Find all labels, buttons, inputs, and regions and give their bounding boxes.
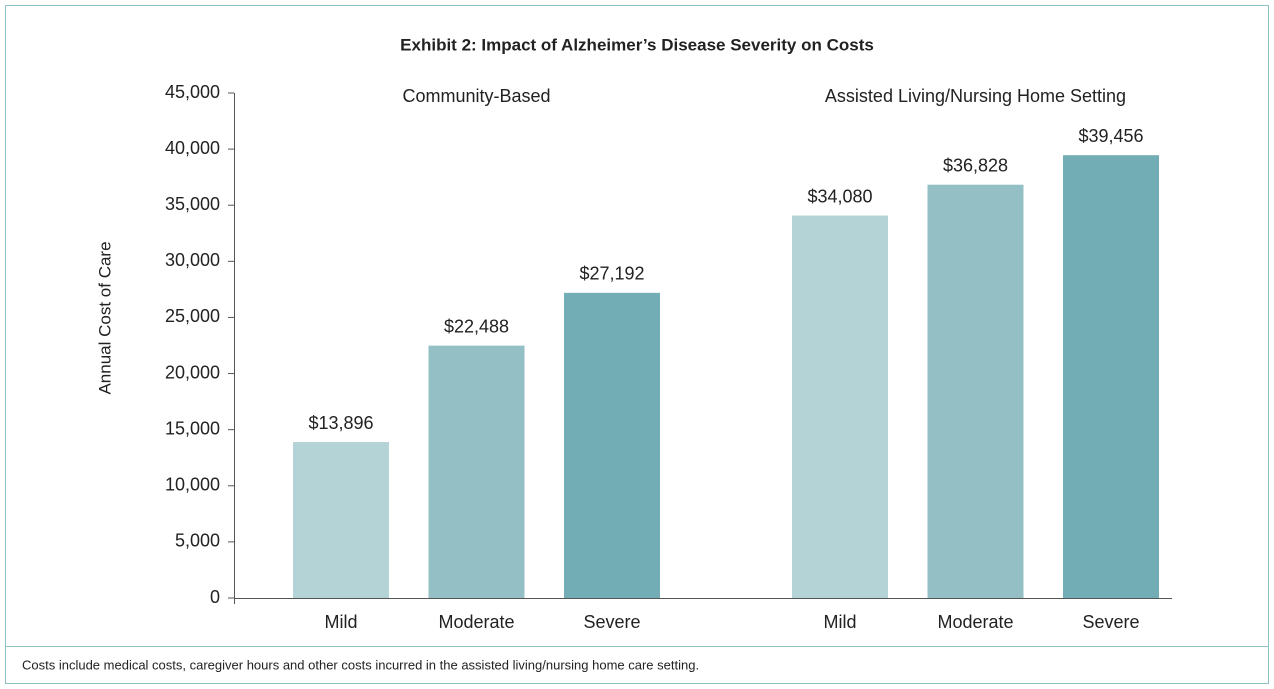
y-tick-label: 30,000	[165, 250, 220, 270]
bar	[792, 215, 888, 598]
y-tick-label: 10,000	[165, 475, 220, 495]
x-tick-label: Moderate	[937, 612, 1013, 632]
value-label: $27,192	[579, 264, 644, 284]
x-tick-label: Mild	[823, 612, 856, 632]
y-tick-label: 25,000	[165, 306, 220, 326]
value-label: $36,828	[943, 155, 1008, 175]
y-tick-label: 40,000	[165, 138, 220, 158]
x-tick-label: Severe	[583, 612, 640, 632]
chart-title: Exhibit 2: Impact of Alzheimer’s Disease…	[400, 35, 874, 54]
y-tick-label: 5,000	[175, 531, 220, 551]
frame	[5, 5, 1269, 684]
y-axis-title: Annual Cost of Care	[95, 241, 114, 394]
value-label: $13,896	[308, 413, 373, 433]
y-tick-label: 20,000	[165, 362, 220, 382]
value-label: $34,080	[807, 186, 872, 206]
value-label: $22,488	[444, 316, 509, 336]
x-tick-label: Moderate	[438, 612, 514, 632]
group-label: Community-Based	[402, 86, 550, 106]
bar	[428, 345, 525, 598]
x-tick-label: Mild	[324, 612, 357, 632]
y-tick-label: 45,000	[165, 82, 220, 102]
bar	[293, 442, 389, 598]
group-label: Assisted Living/Nursing Home Setting	[825, 86, 1126, 106]
x-tick-label: Severe	[1082, 612, 1139, 632]
y-tick-label: 35,000	[165, 194, 220, 214]
value-label: $39,456	[1078, 126, 1143, 146]
y-tick-label: 0	[210, 587, 220, 607]
bar	[564, 292, 660, 598]
footnote: Costs include medical costs, caregiver h…	[22, 657, 699, 672]
bar	[927, 184, 1024, 598]
bar	[1063, 155, 1159, 598]
y-tick-label: 15,000	[165, 418, 220, 438]
